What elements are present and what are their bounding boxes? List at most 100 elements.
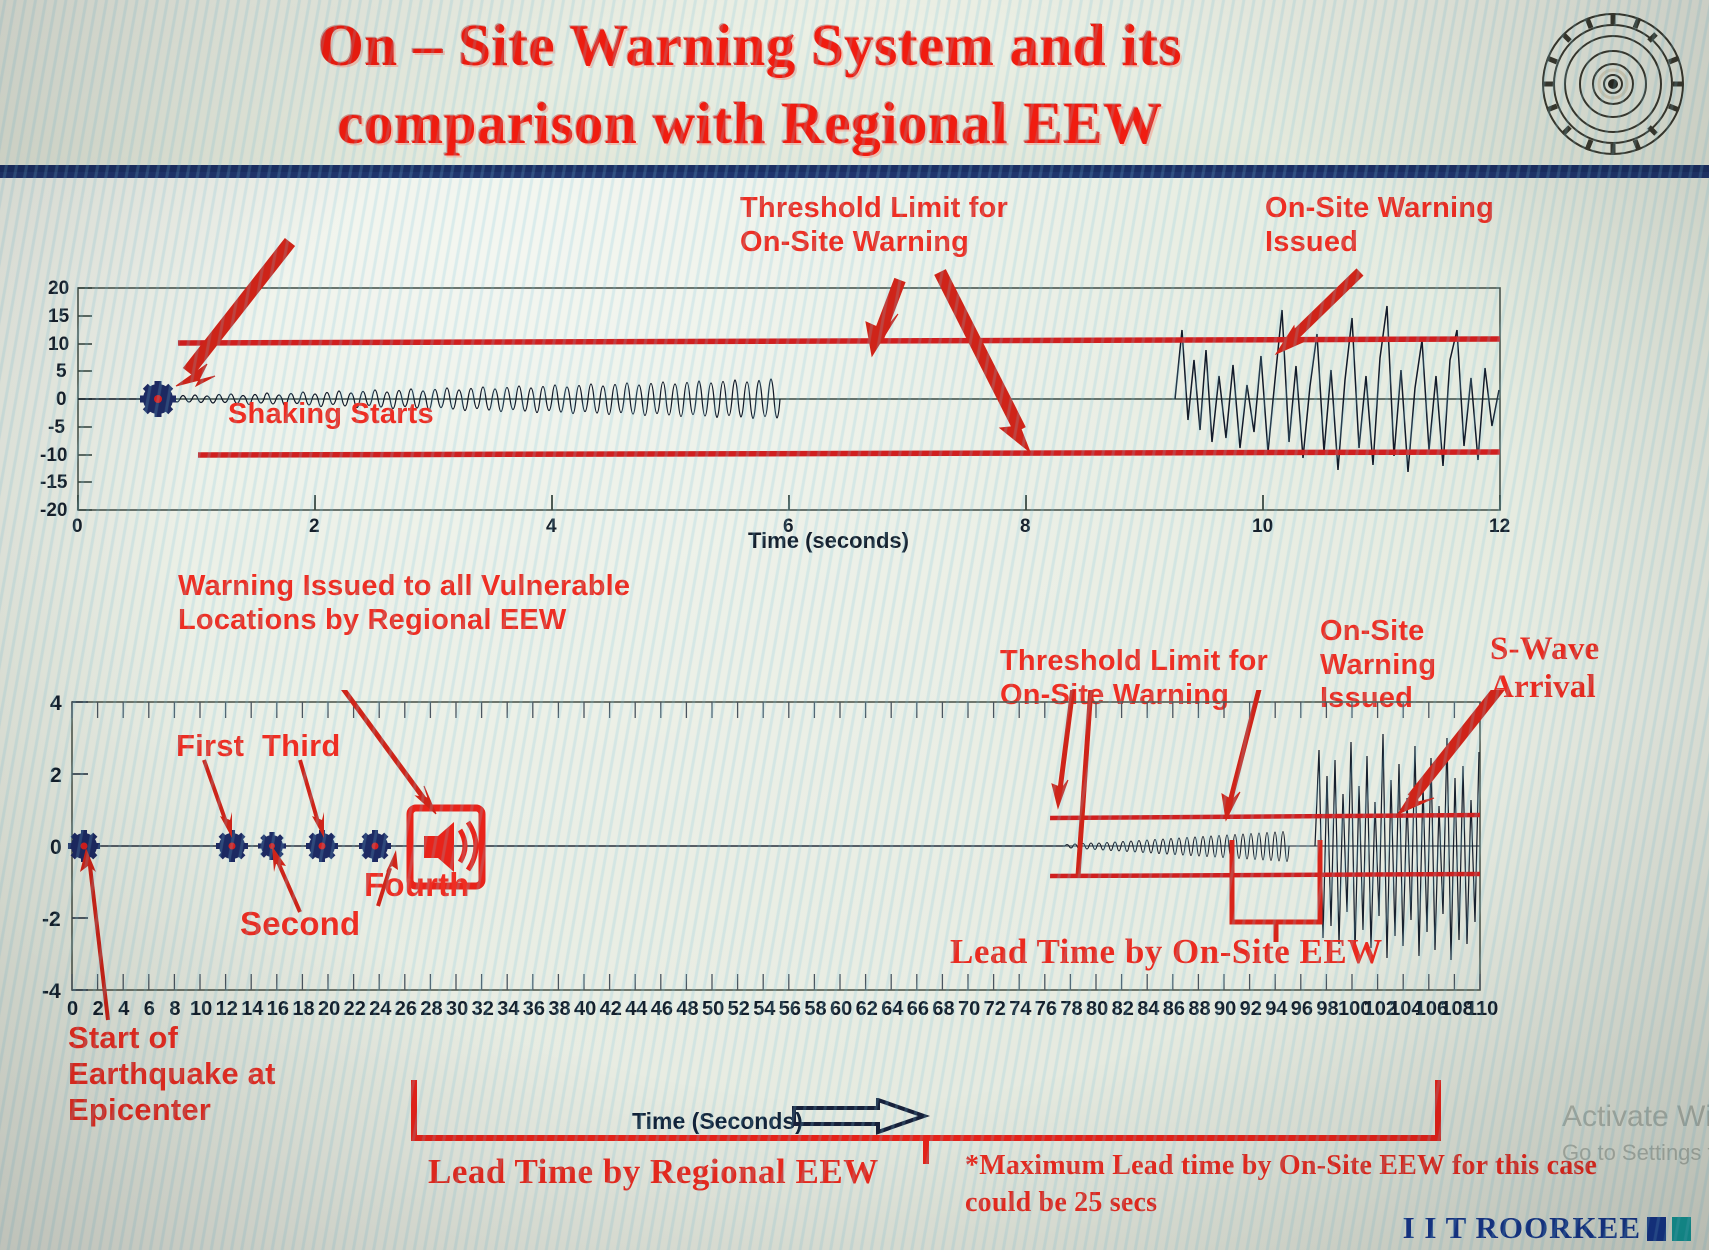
bottom-xtick-40: 80: [1086, 998, 1109, 1020]
bottom-xtick-41: 82: [1111, 998, 1134, 1020]
onsite-warning-arrow-bottom-icon: [1221, 690, 1262, 822]
bottom-xtick-5: 10: [190, 998, 213, 1020]
top-ytick-3: 5: [56, 361, 67, 382]
bottom-xtick-24: 48: [676, 998, 699, 1020]
bottom-xtick-6: 12: [215, 998, 238, 1020]
lead-time-regional-bracket: [411, 1080, 1441, 1164]
bottom-xtick-23: 46: [650, 998, 674, 1020]
top-ytick-8: -20: [40, 500, 68, 521]
bottom-xtick-52: 104: [1389, 998, 1423, 1020]
annotation-regional-warning: Warning Issued to all Vulnerable Locatio…: [178, 570, 631, 636]
bottom-xtick-21: 42: [599, 998, 622, 1020]
bottom-xtick-22: 44: [625, 998, 648, 1020]
regional-warning-arrow-icon: [341, 690, 437, 815]
top-chart: Shaking Starts Threshold Limit for On-Si…: [0, 180, 1709, 550]
bottom-xtick-10: 20: [318, 998, 341, 1020]
top-ytick-2: 10: [48, 334, 70, 355]
bottom-xtick-38: 76: [1034, 998, 1058, 1020]
title-line-2: comparison with Regional EEW: [337, 90, 1163, 157]
shaking-starts-burst-icon: [140, 381, 176, 417]
top-xtick-2: 4: [546, 516, 557, 537]
bottom-xtick-34: 68: [932, 998, 955, 1020]
bottom-xtick-12: 24: [369, 998, 392, 1020]
bottom-xtick-28: 56: [778, 998, 802, 1020]
annotation-warning-issued-top: On-Site Warning Issued: [1265, 192, 1495, 258]
top-ytick-1: 15: [48, 306, 70, 327]
bottom-xtick-4: 8: [169, 998, 181, 1020]
s-wave-arrow-icon: [1396, 690, 1505, 816]
bottom-ytick-1: 2: [50, 764, 62, 787]
bottom-xtick-36: 72: [983, 998, 1006, 1020]
top-ytick-5: -5: [48, 417, 65, 438]
bottom-chart-xlabel: Time (Seconds): [632, 1108, 803, 1134]
annotation-third: Third: [262, 728, 341, 763]
threshold-limit-arrow2-icon: [934, 269, 1032, 454]
annotation-warning-issued-bottom: On-Site Warning Issued: [1320, 615, 1437, 715]
top-xtick-6: 12: [1489, 516, 1511, 537]
bottom-xtick-15: 30: [446, 998, 469, 1020]
footer-brand-label: I I T ROORKEE: [1402, 1210, 1641, 1245]
top-ytick-6: -10: [40, 445, 68, 466]
threshold-limit-arrow-icon: [865, 277, 906, 358]
bottom-xtick-51: 102: [1363, 998, 1397, 1020]
annotation-fourth: Fourth: [364, 866, 470, 903]
windows-activation-watermark-line2: Go to Settings to activate Windows.: [1562, 1140, 1709, 1165]
burst-third-warning-icon: [306, 830, 338, 862]
burst-fourth-warning-icon: [359, 830, 391, 862]
bottom-chart: 4 2 0 -2 -4 0 2 4 6 8 10 12 14 16 18 20 22 24 26 28 30 3…: [0, 690, 1709, 1090]
brand-square-blue: [1647, 1217, 1666, 1241]
annotation-footnote-max-lead-time: *Maximum Lead time by On-Site EEW for th…: [965, 1150, 1598, 1218]
bottom-xtick-55: 110: [1466, 998, 1499, 1020]
bottom-xtick-53: 106: [1414, 998, 1449, 1020]
bottom-xtick-18: 36: [522, 998, 546, 1020]
shaking-starts-arrow-icon: [175, 237, 296, 388]
bottom-ytick-3: -2: [42, 908, 61, 931]
bottom-xtick-46: 92: [1239, 998, 1262, 1020]
bottom-xtick-20: 40: [574, 998, 597, 1020]
bottom-xtick-13: 26: [394, 998, 418, 1020]
bottom-ytick-2: 0: [50, 836, 62, 859]
title-line-1: On – Site Warning System and its: [317, 12, 1182, 78]
page-title: On – Site Warning System and its comparis…: [110, 6, 1390, 163]
bottom-xtick-39: 78: [1060, 998, 1083, 1020]
bottom-xtick-31: 62: [855, 998, 878, 1020]
bottom-xtick-48: 96: [1290, 998, 1314, 1020]
bottom-xtick-14: 28: [420, 998, 443, 1020]
bottom-xtick-0: 0: [67, 998, 79, 1020]
top-xtick-0: 0: [72, 516, 83, 537]
bottom-xtick-50: 100: [1338, 998, 1372, 1020]
bottom-xtick-32: 64: [881, 998, 904, 1020]
bottom-xtick-3: 6: [143, 998, 155, 1020]
top-chart-xlabel: Time (seconds): [748, 528, 909, 553]
bottom-xtick-7: 14: [241, 998, 264, 1020]
windows-activation-watermark-line1: Activate Windows: [1562, 1100, 1709, 1133]
top-ytick-7: -15: [40, 472, 68, 493]
bottom-xtick-8: 16: [266, 998, 290, 1020]
top-ytick-0: 20: [48, 278, 70, 299]
bottom-xtick-30: 60: [830, 998, 853, 1020]
bottom-xtick-2: 4: [118, 998, 130, 1020]
bottom-ytick-0: 4: [50, 692, 62, 715]
bottom-ytick-4: -4: [42, 980, 61, 1003]
bottom-xtick-26: 52: [727, 998, 750, 1020]
top-xtick-3: 6: [783, 516, 794, 537]
bottom-xtick-16: 32: [471, 998, 494, 1020]
annotation-threshold-limit-top: Threshold Limit for On-Site Warning: [740, 192, 1009, 258]
annotation-s-wave-arrival: S-Wave Arrival: [1490, 631, 1600, 706]
top-xtick-5: 10: [1252, 516, 1274, 537]
burst-first-warning-icon: [216, 830, 248, 862]
annotation-second: Second: [240, 905, 361, 942]
brand-square-teal: [1672, 1217, 1691, 1241]
bottom-xtick-9: 18: [292, 998, 315, 1020]
bottom-xtick-17: 34: [497, 998, 520, 1020]
bottom-xtick-47: 94: [1265, 998, 1288, 1020]
footer-brand: I I T ROORKEE: [1403, 1210, 1691, 1246]
bottom-xtick-44: 88: [1188, 998, 1211, 1020]
annotation-first: First: [176, 728, 245, 763]
bottom-xtick-45: 90: [1214, 998, 1237, 1020]
onsite-warning-arrow-icon: [1274, 268, 1364, 356]
top-xtick-1: 2: [309, 516, 320, 537]
bottom-xtick-11: 22: [343, 998, 366, 1020]
annotation-shaking-starts: Shaking Starts: [228, 398, 434, 430]
